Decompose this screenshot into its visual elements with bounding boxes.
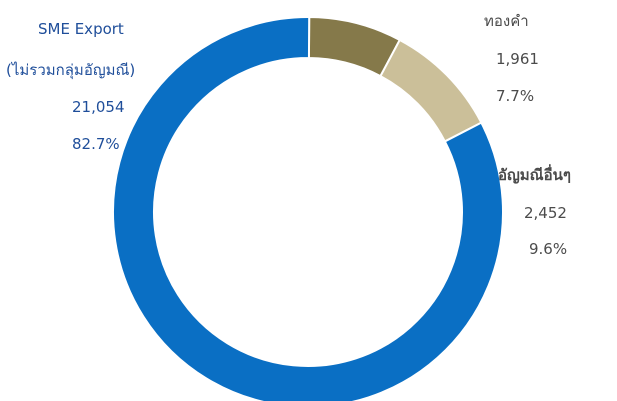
other-gems-percent: 9.6% xyxy=(529,240,568,258)
other-gems-label: อัญมณีอื่นๆ xyxy=(498,166,571,184)
sme-export-value: 21,054 xyxy=(72,98,125,116)
gold-value: 1,961 xyxy=(496,50,539,68)
gold-percent: 7.7% xyxy=(496,87,535,105)
other-gems-slice xyxy=(379,38,483,143)
sme-export-slice xyxy=(112,16,504,401)
sme-export-sublabel: (ไม่รวมกลุ่มอัญมณี) xyxy=(6,61,136,79)
sme-export-label: SME Export xyxy=(38,20,124,38)
other-gems-value: 2,452 xyxy=(524,204,567,222)
sme-export-percent: 82.7% xyxy=(72,135,120,153)
gold-label: ทองคำ xyxy=(484,12,529,30)
